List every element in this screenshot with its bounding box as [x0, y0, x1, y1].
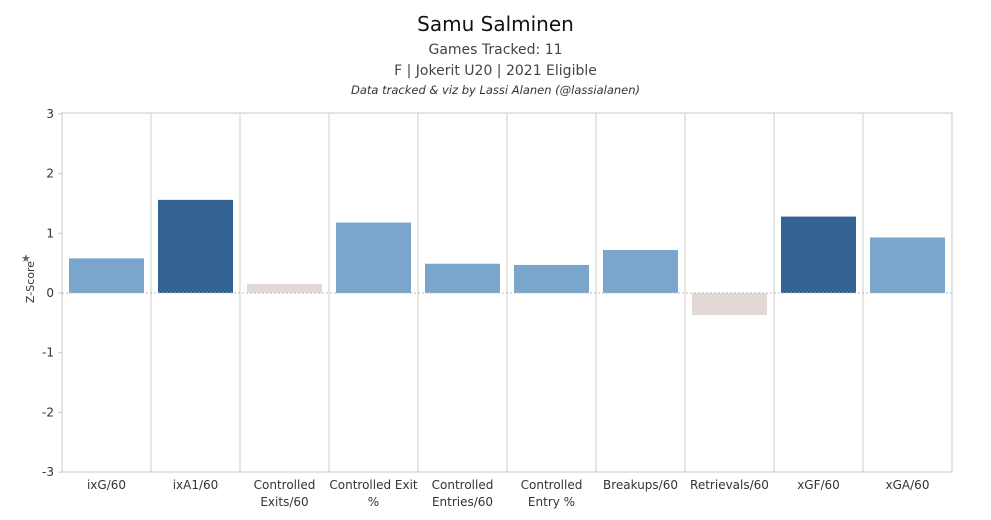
x-tick-label: ixG/60	[87, 478, 126, 492]
x-tick-label: Controlled Entry %	[521, 478, 583, 509]
x-tick-label: ixA1/60	[173, 478, 219, 492]
x-tick-label: Controlled Exit%	[329, 478, 418, 509]
y-tick-label: -1	[42, 346, 54, 360]
bar	[692, 293, 767, 316]
bar	[514, 264, 589, 293]
pin-icon[interactable]: ★	[21, 252, 31, 265]
y-tick-label: 2	[46, 167, 54, 181]
x-tick-label: Breakups/60	[603, 478, 678, 492]
x-tick-label: Controlled Exits/60	[254, 478, 316, 509]
x-tick-label: xGF/60	[797, 478, 840, 492]
player-info: F | Jokerit U20 | 2021 Eligible	[394, 63, 597, 79]
x-tick-label: Controlled Entries/60	[432, 478, 494, 509]
y-tick-label: -2	[42, 405, 54, 419]
bar	[336, 222, 411, 293]
y-tick-label: 1	[46, 226, 54, 240]
chart-title: Samu Salminen	[417, 12, 574, 36]
bar	[781, 216, 856, 293]
credit-line: Data tracked & viz by Lassi Alanen (@las…	[350, 83, 641, 97]
x-tick-label: xGA/60	[886, 478, 930, 492]
y-tick-label: 3	[46, 107, 54, 121]
y-tick-label: -3	[42, 465, 54, 479]
bar	[69, 258, 144, 293]
x-tick-label: Retrievals/60	[690, 478, 769, 492]
bar	[425, 263, 500, 293]
bar	[247, 284, 322, 293]
bar	[870, 237, 945, 293]
games-tracked: Games Tracked: 11	[428, 42, 563, 58]
y-tick-label: 0	[46, 286, 54, 300]
bar	[603, 250, 678, 293]
bar	[158, 199, 233, 293]
